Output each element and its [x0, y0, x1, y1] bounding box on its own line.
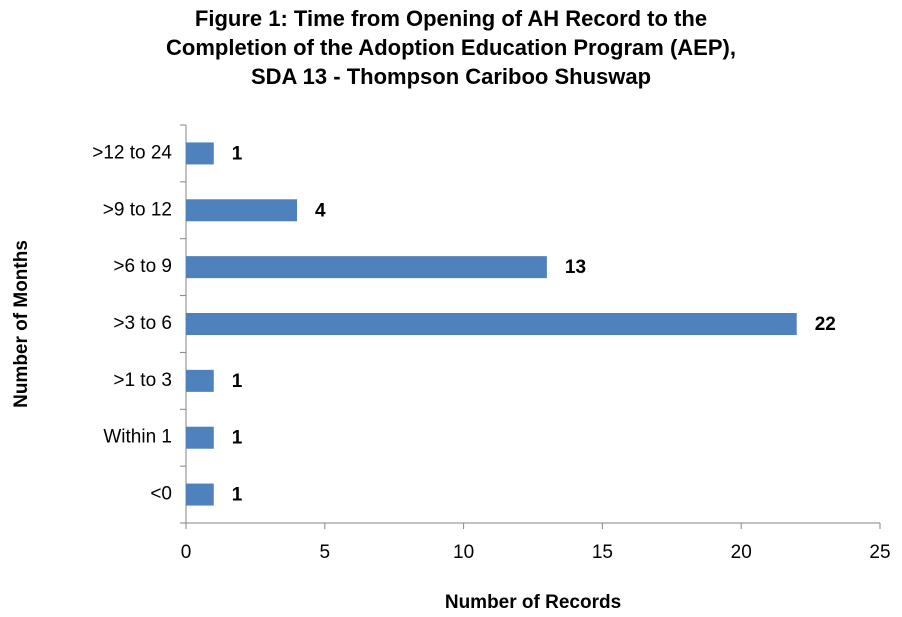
- bar: [186, 426, 214, 449]
- data-label: 4: [315, 200, 326, 221]
- x-tick-label: 10: [453, 542, 474, 563]
- y-tick-label: Within 1: [103, 427, 172, 448]
- data-label: 13: [565, 257, 586, 278]
- data-label: 1: [232, 428, 243, 449]
- bar: [186, 142, 214, 165]
- data-label: 22: [815, 314, 836, 335]
- chart-title: Completion of the Adoption Education Pro…: [166, 35, 736, 60]
- x-tick-label: 20: [731, 542, 752, 563]
- x-tick-label: 5: [320, 542, 331, 563]
- data-label: 1: [232, 485, 243, 506]
- x-tick-label: 25: [869, 542, 890, 563]
- y-tick-label: >3 to 6: [113, 313, 172, 334]
- chart-title: Figure 1: Time from Opening of AH Record…: [195, 6, 707, 31]
- chart-title: SDA 13 - Thompson Cariboo Shuswap: [251, 64, 651, 89]
- bar: [186, 199, 298, 222]
- y-tick-label: >6 to 9: [113, 256, 172, 277]
- data-label: 1: [232, 371, 243, 392]
- bar: [186, 313, 797, 335]
- y-tick-label: >9 to 12: [103, 199, 172, 220]
- bar: [186, 369, 214, 392]
- y-axis-title: Number of Months: [11, 240, 32, 408]
- y-tick-label: <0: [150, 484, 172, 505]
- x-tick-label: 15: [592, 542, 613, 563]
- y-tick-label: >12 to 24: [92, 142, 172, 163]
- bar: [186, 483, 214, 506]
- x-tick-label: 0: [181, 542, 192, 563]
- data-label: 1: [232, 143, 243, 164]
- x-axis-title: Number of Records: [445, 592, 621, 613]
- bar: [186, 256, 547, 279]
- y-tick-label: >1 to 3: [113, 370, 172, 391]
